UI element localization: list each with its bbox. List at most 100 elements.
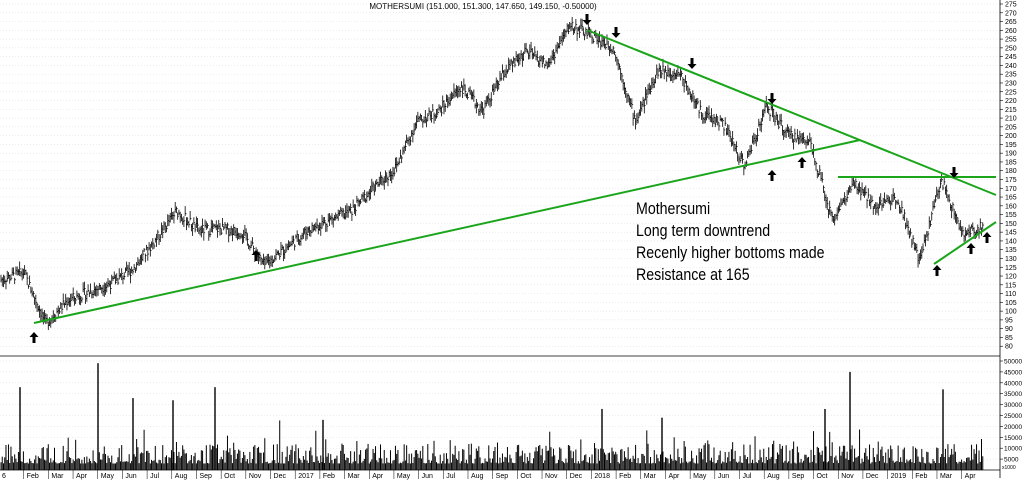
price-tick-label: 95 <box>1005 317 1013 324</box>
x-tick-label: Nov <box>545 473 558 480</box>
x-tick-label: Feb <box>619 473 631 480</box>
volume-tick-label: 25000 <box>1004 413 1022 420</box>
price-tick-label: 185 <box>1005 159 1017 166</box>
x-tick-label: Sep <box>496 473 509 480</box>
x-tick-label: Apr <box>76 473 88 480</box>
trendline <box>586 29 997 196</box>
price-tick-label: 265 <box>1005 19 1017 26</box>
price-tick-label: 200 <box>1005 133 1017 140</box>
x-tick-label: Jul <box>446 473 455 480</box>
x-tick-label: Mar <box>51 473 64 480</box>
price-tick-label: 155 <box>1005 212 1017 219</box>
arrow-down-icon <box>949 167 959 178</box>
price-tick-label: 150 <box>1005 221 1017 228</box>
x-tick-label: Jul <box>150 473 159 480</box>
price-tick-label: 270 <box>1005 10 1017 17</box>
x-tick-label: Aug <box>175 473 188 480</box>
price-tick-label: 110 <box>1005 291 1016 298</box>
arrow-down-icon <box>767 93 777 104</box>
x-tick-label: Nov <box>841 473 854 480</box>
x-tick-label: Jun <box>718 473 729 480</box>
price-tick-label: 275 <box>1005 2 1017 9</box>
price-tick-label: 180 <box>1005 168 1017 175</box>
price-tick-label: 215 <box>1005 107 1017 114</box>
price-tick-label: 85 <box>1005 335 1013 342</box>
chart-title: MOTHERSUMI (151.000, 151.300, 147.650, 1… <box>369 2 597 11</box>
x-tick-label: Sep <box>792 473 805 480</box>
annotation-line-1: Mothersumi <box>636 200 711 218</box>
x-tick-label: Oct <box>520 473 531 480</box>
x-tick-label: Dec <box>570 473 583 480</box>
x-tick-label: Sep <box>199 473 212 480</box>
price-tick-label: 210 <box>1005 116 1017 123</box>
x-tick-label: Aug <box>767 473 780 480</box>
markers <box>29 14 992 343</box>
price-tick-label: 225 <box>1005 89 1017 96</box>
x-tick-label: Mar <box>348 473 361 480</box>
price-tick-label: 90 <box>1005 326 1013 333</box>
volume-tick-label: 5000 <box>1004 457 1019 464</box>
price-tick-label: 140 <box>1005 238 1017 245</box>
volume-tick-label: 35000 <box>1004 391 1022 398</box>
volume-tick-label: 50000 <box>1004 359 1022 366</box>
volume-tick-label: 15000 <box>1004 435 1022 442</box>
x-tick-label: Aug <box>471 473 484 480</box>
trendline <box>33 139 861 324</box>
x-tick-label: Mar <box>940 473 953 480</box>
price-tick-label: 80 <box>1005 344 1013 351</box>
trendlines <box>33 29 997 324</box>
arrow-up-icon <box>982 232 992 243</box>
price-tick-label: 250 <box>1005 45 1017 52</box>
arrow-up-icon <box>767 170 777 181</box>
x-tick-label: Feb <box>323 473 335 480</box>
price-tick-label: 190 <box>1005 151 1017 158</box>
price-tick-label: 100 <box>1005 309 1017 316</box>
price-tick-label: 235 <box>1005 72 1017 79</box>
x-tick-label: Feb <box>915 473 927 480</box>
arrow-up-icon <box>29 332 39 343</box>
price-tick-label: 145 <box>1005 230 1017 237</box>
price-tick-label: 130 <box>1005 256 1017 263</box>
x-tick-label: Dec <box>866 473 879 480</box>
price-tick-label: 245 <box>1005 54 1017 61</box>
price-tick-label: 160 <box>1005 203 1017 210</box>
x-tick-label: May <box>693 473 707 480</box>
x-tick-label: Apr <box>668 473 680 480</box>
price-tick-label: 205 <box>1005 124 1017 131</box>
arrow-up-icon <box>797 157 807 168</box>
price-bars <box>0 16 985 331</box>
x-tick-label: 2018 <box>594 473 610 480</box>
volume-bars <box>0 363 984 470</box>
price-tick-label: 195 <box>1005 142 1017 149</box>
volume-tick-label: 10000 <box>1004 446 1022 453</box>
x-tick-label: 2017 <box>298 473 314 480</box>
annotation-text: Mothersumi Long term downtrend Recenly h… <box>636 198 825 286</box>
x-tick-label: Apr <box>372 473 384 480</box>
annotation-line-4: Resistance at 165 <box>636 266 750 284</box>
x-tick-label: Dec <box>274 473 287 480</box>
arrow-up-icon <box>251 250 261 261</box>
arrow-up-icon <box>966 243 976 254</box>
x-tick-label: 2019 <box>891 473 907 480</box>
volume-tick-label: 45000 <box>1004 369 1022 376</box>
price-tick-label: 115 <box>1005 282 1016 289</box>
x-tick-label: May <box>397 473 411 480</box>
volume-tick-label: 30000 <box>1004 402 1022 409</box>
volume-tick-label: 20000 <box>1004 424 1022 431</box>
volume-scale-label: x1000 <box>1002 465 1016 471</box>
annotation-line-2: Long term downtrend <box>636 222 771 240</box>
x-tick-label: Feb <box>27 473 39 480</box>
x-tick-label: Nov <box>249 473 262 480</box>
arrow-down-icon <box>582 14 592 25</box>
arrow-down-icon <box>611 27 621 38</box>
price-tick-label: 175 <box>1005 177 1017 184</box>
price-tick-label: 120 <box>1005 274 1017 281</box>
price-tick-label: 260 <box>1005 28 1017 35</box>
price-tick-label: 170 <box>1005 186 1017 193</box>
x-tick-label: Jul <box>743 473 752 480</box>
x-tick-label: May <box>101 473 115 480</box>
arrow-up-icon <box>932 265 942 276</box>
trendline <box>933 221 997 265</box>
